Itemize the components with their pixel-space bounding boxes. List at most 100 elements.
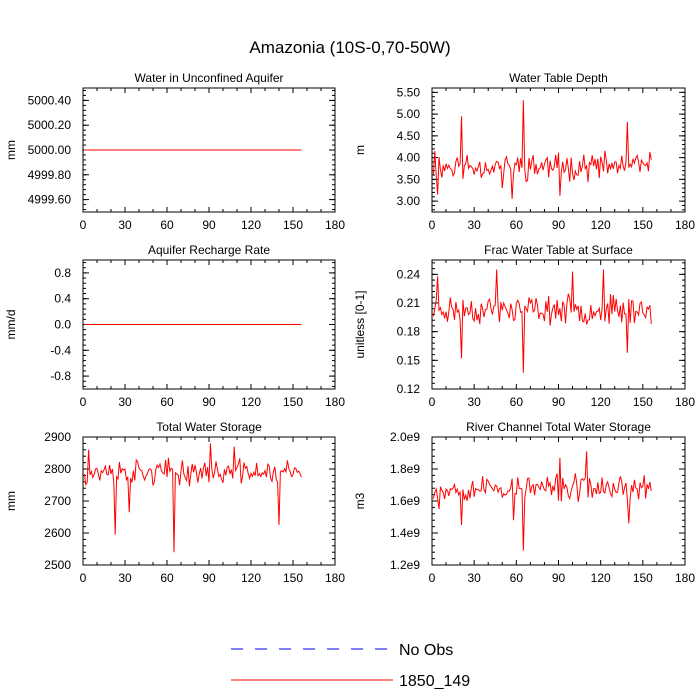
x-tick-label: 150 bbox=[633, 218, 653, 232]
panel-title: Water in Unconfined Aquifer bbox=[135, 71, 284, 85]
x-tick-label: 120 bbox=[591, 395, 611, 409]
x-tick-label: 0 bbox=[80, 218, 87, 232]
chart-panel-5: Total Water Storage mm 0 30 60 90 120 150 180 250… bbox=[4, 420, 345, 585]
x-tick-label: 0 bbox=[80, 571, 87, 585]
y-axis-label: mm bbox=[4, 140, 18, 160]
x-tick-label: 150 bbox=[283, 395, 303, 409]
figure-title: Amazonia (10S-0,70-50W) bbox=[249, 38, 450, 57]
y-tick-label: 2500 bbox=[44, 558, 71, 572]
y-tick-label: 0.12 bbox=[397, 382, 421, 396]
y-tick-label: 1.4e9 bbox=[390, 526, 420, 540]
x-tick-label: 60 bbox=[510, 395, 524, 409]
series-line-1850_149 bbox=[83, 443, 302, 553]
y-tick-label: 5000.40 bbox=[28, 93, 72, 107]
y-tick-label: 5000.20 bbox=[28, 118, 72, 132]
x-tick-label: 0 bbox=[80, 395, 87, 409]
x-tick-label: 90 bbox=[552, 571, 566, 585]
y-tick-label: 4999.60 bbox=[28, 193, 72, 207]
x-tick-label: 150 bbox=[283, 571, 303, 585]
chart-panel-6: River Channel Total Water Storage m3 0 30 60… bbox=[353, 420, 695, 585]
y-tick-label: 5.50 bbox=[397, 85, 421, 99]
y-tick-label: 0.24 bbox=[397, 267, 421, 281]
y-tick-label: 2700 bbox=[44, 494, 71, 508]
x-tick-label: 30 bbox=[118, 395, 132, 409]
chart-panel-1: Water in Unconfined Aquifer mm 0 30 60 90 120 1… bbox=[4, 71, 345, 232]
x-tick-label: 0 bbox=[429, 395, 436, 409]
y-tick-label: 1.8e9 bbox=[390, 462, 420, 476]
x-tick-label: 30 bbox=[467, 218, 481, 232]
x-tick-label: 30 bbox=[118, 571, 132, 585]
chart-panel-4: Frac Water Table at Surface unitless [0-1… bbox=[353, 243, 695, 409]
y-tick-label: 0.18 bbox=[397, 325, 421, 339]
x-tick-label: 0 bbox=[429, 571, 436, 585]
y-tick-label: 0.21 bbox=[397, 296, 421, 310]
y-axis-label: mm/d bbox=[4, 310, 18, 340]
x-tick-label: 60 bbox=[160, 571, 174, 585]
chart-panel-3: Aquifer Recharge Rate mm/d 0 30 60 90 120 150 18… bbox=[4, 243, 345, 409]
series-line-1850_149 bbox=[432, 451, 652, 551]
x-tick-label: 180 bbox=[675, 395, 695, 409]
x-tick-label: 180 bbox=[675, 571, 695, 585]
plot-frame bbox=[431, 436, 686, 566]
y-tick-label: 2800 bbox=[44, 462, 71, 476]
x-tick-label: 180 bbox=[325, 571, 345, 585]
plot-frame bbox=[431, 259, 686, 390]
legend: No Obs 1850_149 bbox=[231, 642, 470, 690]
x-tick-label: 120 bbox=[241, 218, 261, 232]
y-tick-label: 4999.80 bbox=[28, 168, 72, 182]
y-tick-label: 3.00 bbox=[397, 194, 421, 208]
panel-title: Aquifer Recharge Rate bbox=[148, 243, 270, 257]
x-tick-label: 60 bbox=[160, 218, 174, 232]
panel-title: Frac Water Table at Surface bbox=[484, 243, 633, 257]
legend-item-1: No Obs bbox=[231, 642, 453, 659]
y-axis-label: m bbox=[353, 145, 367, 155]
x-tick-label: 180 bbox=[325, 218, 345, 232]
x-tick-label: 30 bbox=[118, 218, 132, 232]
y-tick-label: 0.8 bbox=[54, 266, 71, 280]
y-tick-label: 5.00 bbox=[397, 107, 421, 121]
legend-label: No Obs bbox=[399, 642, 453, 659]
x-tick-label: 30 bbox=[467, 395, 481, 409]
y-tick-label: 3.50 bbox=[397, 172, 421, 186]
panel-title: Total Water Storage bbox=[156, 420, 262, 434]
x-tick-label: 120 bbox=[241, 571, 261, 585]
chart-panel-2: Water Table Depth m 0 30 60 90 120 150 180 3.00 3.… bbox=[353, 71, 695, 232]
x-tick-label: 120 bbox=[591, 218, 611, 232]
y-tick-label: 0.15 bbox=[397, 353, 421, 367]
y-tick-label: 0.4 bbox=[54, 292, 71, 306]
x-tick-label: 180 bbox=[675, 218, 695, 232]
x-tick-label: 150 bbox=[633, 571, 653, 585]
plot-frame bbox=[82, 87, 336, 213]
x-tick-label: 120 bbox=[241, 395, 261, 409]
legend-label: 1850_149 bbox=[399, 673, 470, 690]
x-tick-label: 60 bbox=[510, 218, 524, 232]
y-tick-label: 2900 bbox=[44, 430, 71, 444]
x-tick-label: 120 bbox=[591, 571, 611, 585]
plot-frame bbox=[82, 436, 336, 566]
x-tick-label: 180 bbox=[325, 395, 345, 409]
y-tick-label: 0.0 bbox=[54, 318, 71, 332]
x-tick-label: 90 bbox=[202, 571, 216, 585]
x-tick-label: 60 bbox=[510, 571, 524, 585]
y-tick-label: -0.8 bbox=[50, 369, 71, 383]
y-tick-label: -0.4 bbox=[50, 343, 71, 357]
x-tick-label: 150 bbox=[283, 218, 303, 232]
x-tick-label: 60 bbox=[160, 395, 174, 409]
y-tick-label: 4.50 bbox=[397, 129, 421, 143]
series-line-1850_149 bbox=[432, 269, 652, 373]
plot-frame bbox=[82, 259, 336, 390]
plot-frame bbox=[431, 87, 686, 213]
y-tick-label: 2600 bbox=[44, 526, 71, 540]
y-axis-label: mm bbox=[4, 491, 18, 511]
series-line-1850_149 bbox=[432, 100, 652, 199]
y-tick-label: 5000.00 bbox=[28, 143, 72, 157]
y-axis-label: m3 bbox=[353, 492, 367, 509]
y-tick-label: 4.00 bbox=[397, 151, 421, 165]
x-tick-label: 30 bbox=[467, 571, 481, 585]
y-tick-label: 1.6e9 bbox=[390, 494, 420, 508]
y-tick-label: 1.2e9 bbox=[390, 558, 420, 572]
x-tick-label: 90 bbox=[552, 218, 566, 232]
x-tick-label: 0 bbox=[429, 218, 436, 232]
panel-title: River Channel Total Water Storage bbox=[466, 420, 651, 434]
